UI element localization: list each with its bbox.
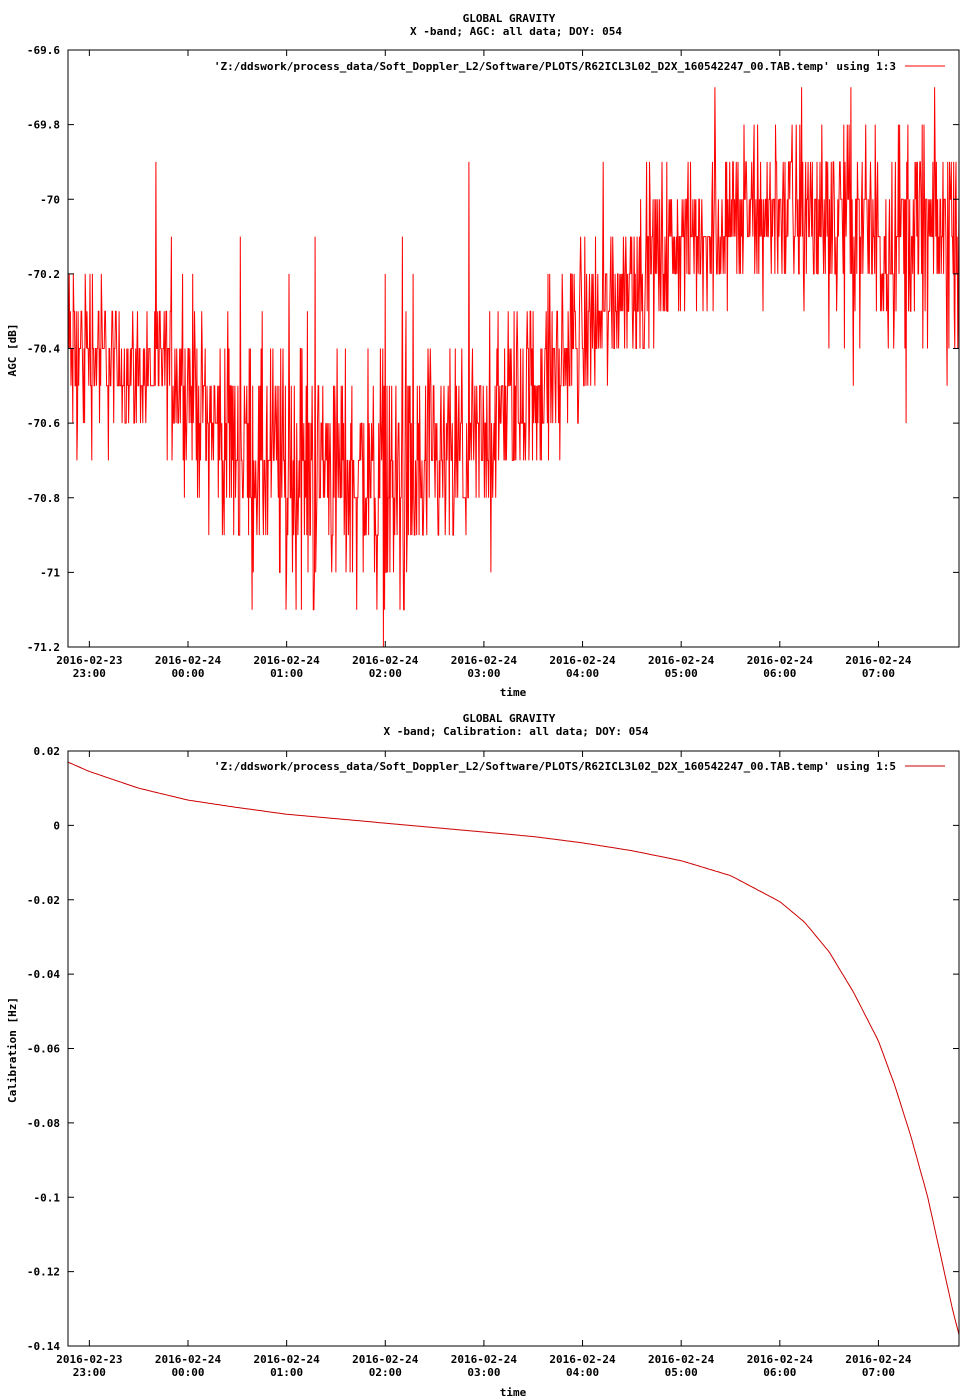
calibration-chart: GLOBAL GRAVITY X -band; Calibration: all…	[6, 712, 960, 1399]
x-tick-label-date: 2016-02-24	[352, 654, 419, 667]
y-tick-label: -71.2	[27, 641, 60, 654]
agc-legend-label: 'Z:/ddswork/process_data/Soft_Doppler_L2…	[214, 60, 896, 73]
calibration-x-axis-ticks: 2016-02-2323:002016-02-2400:002016-02-24…	[56, 751, 912, 1379]
x-tick-label-time: 03:00	[467, 667, 500, 680]
series-path	[68, 87, 960, 648]
x-tick-label-date: 2016-02-24	[845, 654, 912, 667]
x-tick-label-time: 23:00	[73, 1366, 106, 1379]
calibration-chart-title-line1: GLOBAL GRAVITY	[463, 712, 556, 725]
x-tick-label-date: 2016-02-24	[155, 1353, 222, 1366]
y-tick-label: -0.1	[34, 1191, 61, 1204]
x-tick-label-date: 2016-02-24	[549, 654, 616, 667]
x-tick-label-date: 2016-02-24	[648, 1353, 715, 1366]
y-tick-label: -70	[40, 193, 60, 206]
calibration-y-axis-ticks: 0.02 0 -0.02 -0.04 -0.06 -0.08 -0.1 -0.12 -0.14	[27, 745, 959, 1353]
y-tick-label: -69.6	[27, 44, 60, 57]
y-tick-label: 0	[53, 819, 60, 832]
x-tick-label-date: 2016-02-24	[549, 1353, 616, 1366]
agc-chart-title-line2: X -band; AGC: all data; DOY: 054	[410, 25, 622, 38]
x-tick-label-time: 02:00	[369, 1366, 402, 1379]
y-tick-label: -69.8	[27, 119, 60, 132]
agc-chart-plot: -69.6 -69.8 -70 -70.2 -70.4 -70.6 -70.8 -71 -71.…	[27, 44, 960, 680]
x-tick-label-time: 05:00	[665, 1366, 698, 1379]
x-tick-label-time: 00:00	[171, 667, 204, 680]
calibration-chart-title-line2: X -band; Calibration: all data; DOY: 054	[384, 725, 649, 738]
y-tick-label: -70.4	[27, 343, 60, 356]
x-tick-label-date: 2016-02-24	[845, 1353, 912, 1366]
agc-x-axis-ticks: 2016-02-2323:002016-02-2400:002016-02-24…	[56, 50, 912, 680]
x-tick-label-date: 2016-02-24	[352, 1353, 419, 1366]
agc-chart-title-line1: GLOBAL GRAVITY	[463, 12, 556, 25]
x-tick-label-time: 05:00	[665, 667, 698, 680]
y-tick-label: -0.12	[27, 1266, 60, 1279]
x-tick-label-date: 2016-02-24	[451, 1353, 518, 1366]
y-tick-label: -0.08	[27, 1117, 60, 1130]
x-tick-label-date: 2016-02-24	[747, 1353, 814, 1366]
x-tick-label-date: 2016-02-23	[56, 1353, 122, 1366]
y-tick-label: 0.02	[34, 745, 61, 758]
x-tick-label-date: 2016-02-24	[747, 654, 814, 667]
y-tick-label: -0.06	[27, 1043, 60, 1056]
x-tick-label-date: 2016-02-24	[155, 654, 222, 667]
x-tick-label-date: 2016-02-24	[648, 654, 715, 667]
y-tick-label: -70.6	[27, 417, 60, 430]
series-path	[67, 761, 960, 1335]
agc-series-line	[68, 87, 960, 648]
x-tick-label-date: 2016-02-23	[56, 654, 122, 667]
y-tick-label: -70.2	[27, 268, 60, 281]
y-tick-label: -0.14	[27, 1340, 60, 1353]
agc-x-axis-label: time	[500, 686, 527, 699]
x-tick-label-time: 01:00	[270, 667, 303, 680]
x-tick-label-time: 01:00	[270, 1366, 303, 1379]
agc-chart: GLOBAL GRAVITY X -band; AGC: all data; D…	[6, 12, 960, 699]
y-tick-label: -70.8	[27, 492, 60, 505]
y-tick-label: -71	[40, 566, 60, 579]
x-tick-label-time: 07:00	[862, 667, 895, 680]
calibration-series-line	[67, 761, 960, 1335]
x-tick-label-time: 00:00	[171, 1366, 204, 1379]
x-tick-label-time: 06:00	[763, 1366, 796, 1379]
calibration-y-axis-label: Calibration [Hz]	[6, 997, 19, 1103]
x-tick-label-time: 04:00	[566, 1366, 599, 1379]
x-tick-label-time: 06:00	[763, 667, 796, 680]
x-tick-label-date: 2016-02-24	[254, 654, 321, 667]
calibration-plot-frame	[67, 750, 960, 1347]
y-tick-label: -0.02	[27, 894, 60, 907]
x-tick-label-date: 2016-02-24	[254, 1353, 321, 1366]
agc-y-axis-ticks: -69.6 -69.8 -70 -70.2 -70.4 -70.6 -70.8 -71 -71.…	[27, 44, 959, 654]
x-tick-label-time: 02:00	[369, 667, 402, 680]
calibration-legend-label: 'Z:/ddswork/process_data/Soft_Doppler_L2…	[214, 760, 896, 773]
calibration-chart-plot: 0.020-0.02-0.04-0.06-0.08-0.1-0.12-0.14 …	[27, 745, 960, 1379]
x-tick-label-time: 04:00	[566, 667, 599, 680]
x-tick-label-time: 07:00	[862, 1366, 895, 1379]
x-tick-label-date: 2016-02-24	[451, 654, 518, 667]
x-tick-label-time: 03:00	[467, 1366, 500, 1379]
calibration-x-axis-label: time	[500, 1386, 527, 1399]
y-tick-label: -0.04	[27, 968, 60, 981]
agc-y-axis-label: AGC [dB]	[6, 324, 19, 377]
x-tick-label-time: 23:00	[73, 667, 106, 680]
